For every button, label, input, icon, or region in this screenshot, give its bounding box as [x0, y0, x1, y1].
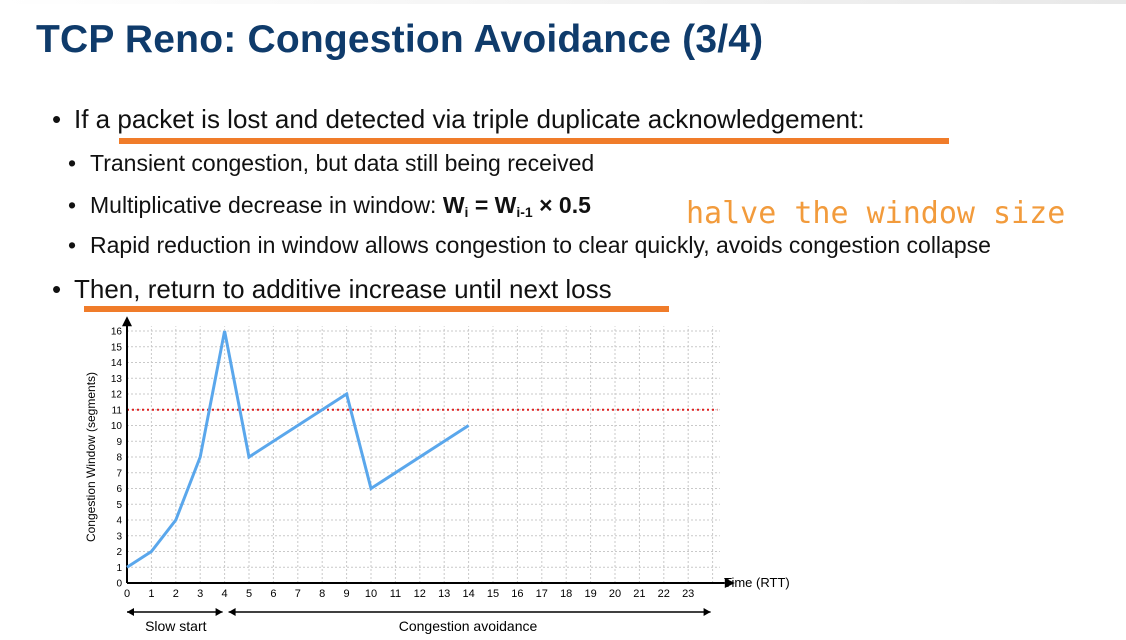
y-axis-arrow	[122, 316, 132, 327]
x-tick-label: 9	[344, 588, 350, 600]
subbullet-multiplicative-decrease: • Multiplicative decrease in window: Wi =…	[68, 192, 591, 220]
x-tick-label: 2	[173, 588, 179, 600]
formula-sub-i: i	[464, 204, 469, 220]
formula-w: W	[442, 192, 465, 218]
bullet-dot: •	[52, 274, 62, 304]
x-tick-label: 22	[658, 588, 670, 600]
x-tick-label: 11	[390, 588, 401, 600]
y-tick-label: 1	[116, 563, 122, 574]
subbullet-rapid-reduction: • Rapid reduction in window allows conges…	[68, 232, 991, 259]
y-axis-label: Congestion Window (segments)	[84, 372, 98, 542]
formula-w2: W	[494, 192, 517, 218]
x-tick-label: 16	[511, 588, 523, 600]
y-tick-label: 4	[116, 516, 122, 527]
x-tick-label: 6	[270, 588, 276, 600]
phase-arrow-head	[703, 608, 711, 616]
y-tick-label: 5	[116, 500, 122, 511]
phase-label: Congestion avoidance	[399, 618, 538, 634]
formula-eq: =	[468, 192, 495, 218]
x-tick-label: 10	[365, 588, 377, 600]
x-tick-label: 19	[584, 588, 596, 600]
x-tick-label: 23	[682, 588, 694, 600]
x-tick-label: 5	[246, 588, 252, 600]
bullet-packet-lost: • If a packet is lost and detected via tr…	[52, 104, 865, 135]
x-tick-label: 4	[222, 588, 228, 600]
x-tick-label: 20	[609, 588, 621, 600]
x-tick-label: 12	[414, 588, 426, 600]
y-tick-label: 14	[111, 358, 123, 369]
y-tick-label: 0	[116, 579, 122, 590]
x-tick-label: 1	[148, 588, 154, 600]
handwritten-annotation: halve the window size	[686, 196, 1066, 231]
congestion-window-series	[126, 330, 470, 569]
y-tick-label: 13	[111, 374, 123, 385]
x-axis-arrow	[724, 578, 735, 588]
formula-tail: × 0.5	[532, 192, 591, 218]
x-tick-label: 8	[319, 588, 325, 600]
y-tick-label: 15	[111, 342, 123, 353]
bullet-dot: •	[68, 232, 77, 258]
slide-title: TCP Reno: Congestion Avoidance (3/4)	[36, 18, 764, 61]
phase-label: Slow start	[145, 618, 207, 634]
phase-arrow-head	[228, 608, 236, 616]
bullet-dot: •	[68, 192, 77, 218]
y-tick-label: 6	[116, 484, 122, 495]
subbullet-text: Multiplicative decrease in window:	[90, 192, 443, 218]
y-tick-label: 9	[116, 437, 122, 448]
x-tick-label: 14	[462, 588, 474, 600]
phase-arrow-head	[127, 608, 134, 616]
subbullet-text: Transient congestion, but data still bei…	[90, 150, 595, 176]
y-tick-label: 11	[112, 405, 123, 416]
highlight-underline-2	[84, 306, 669, 312]
y-tick-label: 8	[116, 453, 122, 464]
bullet-dot: •	[52, 104, 62, 134]
y-tick-label: 7	[116, 468, 122, 479]
x-tick-label: 13	[438, 588, 450, 600]
y-tick-label: 12	[111, 390, 123, 401]
x-tick-label: 0	[124, 588, 130, 600]
subbullet-text: Rapid reduction in window allows congest…	[90, 232, 991, 258]
bullet-text: If a packet is lost and detected via tri…	[74, 104, 865, 134]
x-tick-label: 3	[197, 588, 203, 600]
y-tick-label: 16	[111, 327, 123, 338]
subbullet-transient: • Transient congestion, but data still be…	[68, 150, 594, 177]
y-tick-label: 10	[111, 421, 123, 432]
phase-arrow-head	[215, 608, 223, 616]
top-border	[0, 0, 1126, 4]
highlight-underline-1	[119, 138, 949, 144]
y-tick-label: 2	[116, 547, 122, 558]
x-tick-label: 21	[633, 588, 645, 600]
x-axis-label: Time (RTT)	[724, 575, 790, 590]
bullet-additive-increase: • Then, return to additive increase until…	[52, 274, 612, 305]
x-tick-label: 17	[536, 588, 548, 600]
bullet-dot: •	[68, 150, 77, 176]
x-tick-label: 18	[560, 588, 572, 600]
x-tick-label: 15	[487, 588, 499, 600]
formula-sub-im1: i-1	[516, 204, 533, 220]
x-tick-label: 7	[295, 588, 301, 600]
bullet-text: Then, return to additive increase until …	[74, 274, 612, 304]
y-tick-label: 3	[116, 531, 122, 542]
